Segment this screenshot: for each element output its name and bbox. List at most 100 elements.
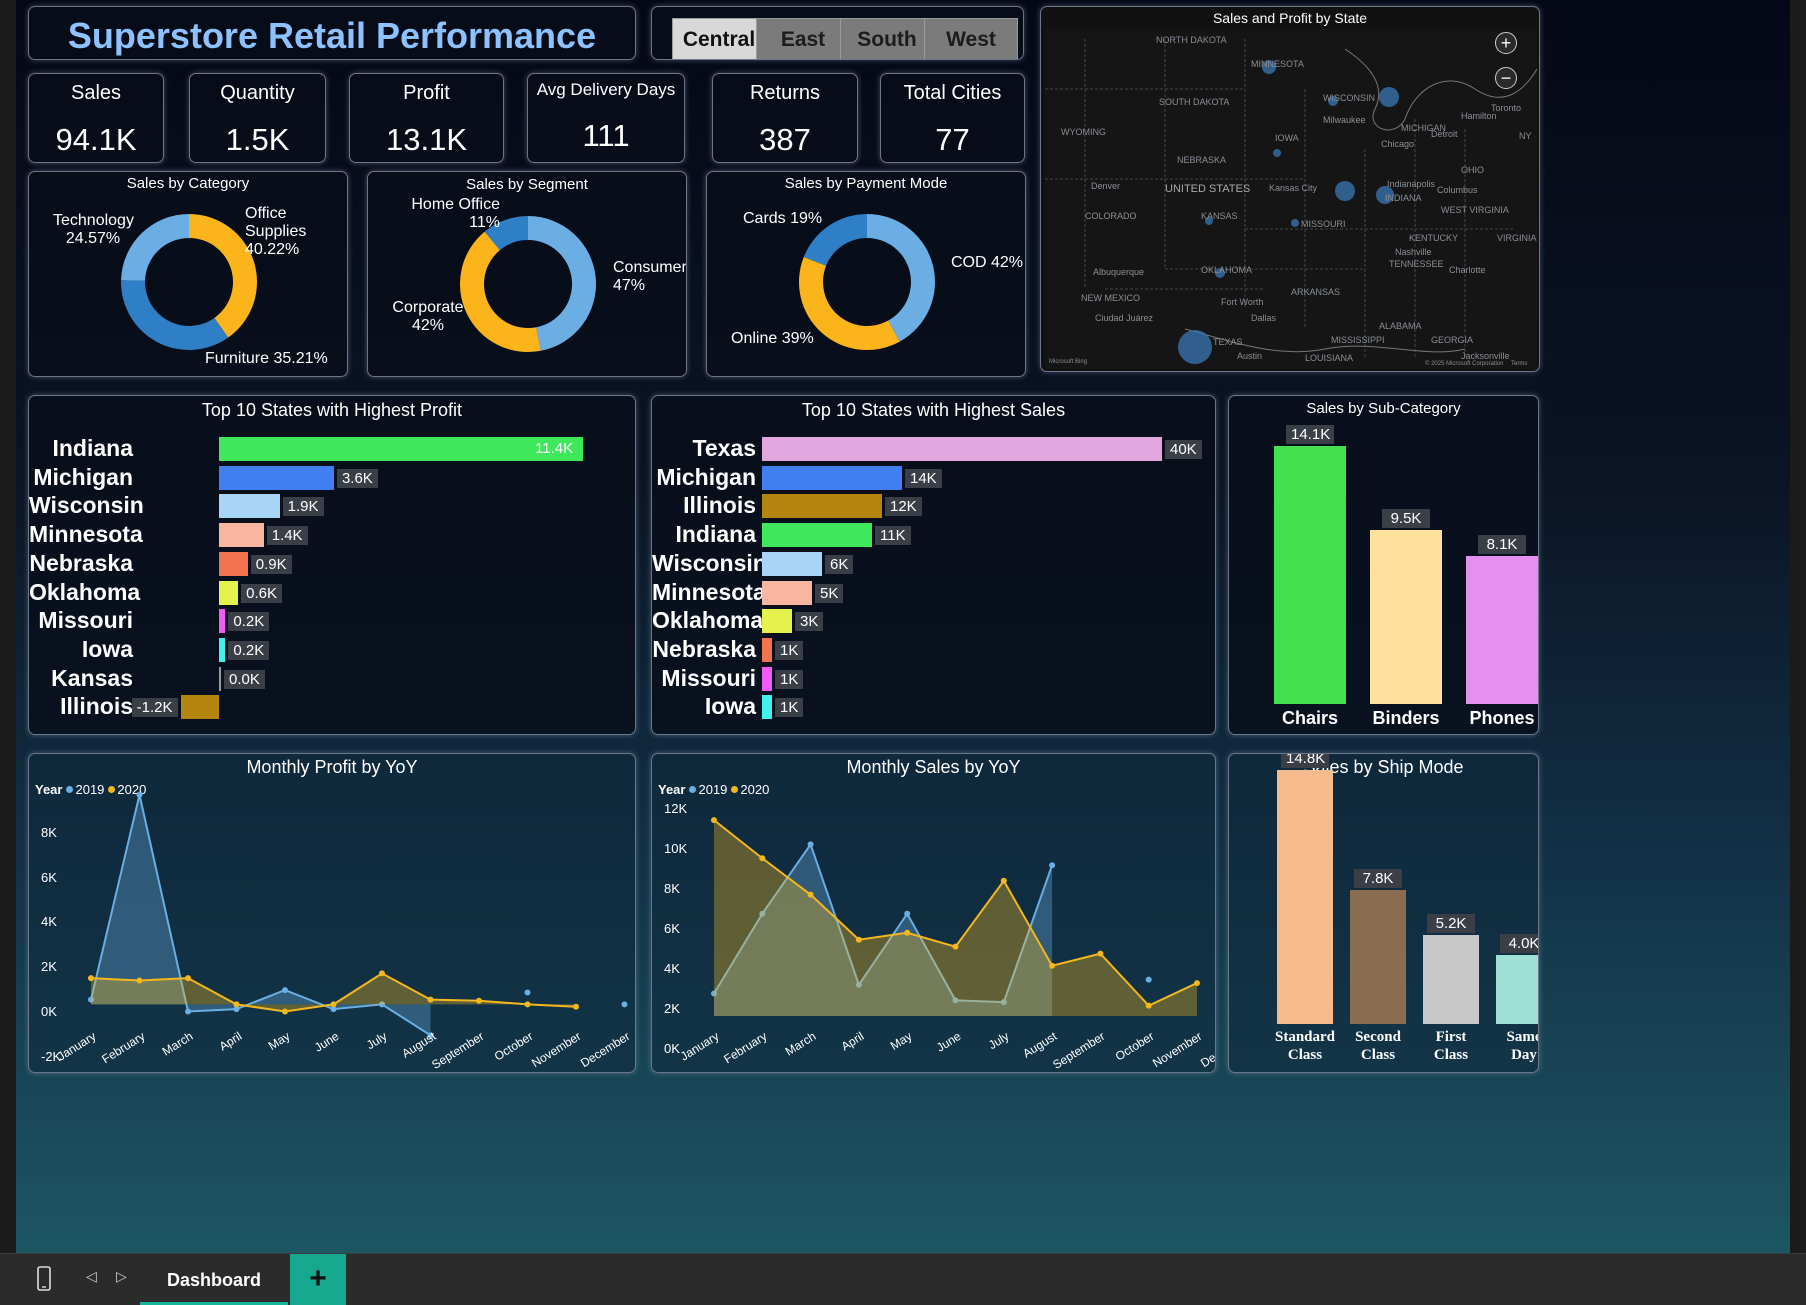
bar-missouri[interactable]: [762, 666, 772, 691]
map-bubble[interactable]: [1328, 96, 1338, 106]
point-2019[interactable]: [1145, 976, 1152, 983]
bar-minnesota[interactable]: [219, 523, 264, 548]
map-terms-link[interactable]: Terms: [1511, 361, 1528, 367]
donut-slice-corporate: [460, 231, 541, 352]
point-2019[interactable]: [807, 841, 814, 848]
map-label: Charlotte: [1449, 265, 1486, 275]
bar-wisconsin[interactable]: [219, 494, 280, 519]
map-bubble[interactable]: [1262, 60, 1276, 74]
point-2019[interactable]: [759, 910, 766, 917]
point-2020[interactable]: [573, 1003, 579, 1010]
point-2020[interactable]: [1097, 950, 1104, 957]
map-bubble[interactable]: [1335, 181, 1355, 201]
point-2020[interactable]: [759, 855, 766, 862]
point-2020[interactable]: [330, 1001, 337, 1008]
bar-iowa[interactable]: [219, 637, 226, 662]
bar-michigan[interactable]: [219, 465, 334, 490]
state-map[interactable]: [1045, 29, 1537, 369]
point-2019[interactable]: [904, 910, 911, 917]
top-sales-card: Top 10 States with Highest Sales Texas 40…: [651, 395, 1216, 735]
state-label-iowa: Iowa: [704, 693, 756, 720]
point-2019[interactable]: [952, 997, 959, 1004]
point-2019[interactable]: [379, 1001, 385, 1008]
bar-iowa[interactable]: [762, 695, 772, 720]
point-2020[interactable]: [1000, 877, 1007, 884]
bar-chairs[interactable]: [1274, 446, 1346, 704]
bar-nebraska[interactable]: [219, 551, 248, 576]
tab-dashboard[interactable]: Dashboard: [140, 1254, 288, 1305]
point-2019[interactable]: [233, 1006, 240, 1013]
point-2020[interactable]: [952, 943, 959, 950]
slicer-east[interactable]: East: [756, 18, 850, 59]
point-2020[interactable]: [476, 997, 482, 1004]
point-2019[interactable]: [711, 990, 717, 997]
point-2020[interactable]: [379, 970, 385, 977]
map-label: OHIO: [1461, 165, 1485, 175]
bar-indiana[interactable]: [762, 523, 872, 548]
prev-page-icon[interactable]: ◁: [86, 1268, 97, 1284]
point-2020[interactable]: [233, 1001, 240, 1008]
point-2020[interactable]: [711, 817, 717, 824]
point-2019[interactable]: [136, 791, 143, 798]
map-bubble[interactable]: [1178, 330, 1212, 364]
bar-nebraska[interactable]: [762, 637, 772, 662]
bar-wisconsin[interactable]: [762, 551, 822, 576]
point-2020[interactable]: [1049, 962, 1056, 969]
bar-first-class[interactable]: [1423, 934, 1479, 1024]
point-2020[interactable]: [427, 996, 434, 1003]
point-2019[interactable]: [282, 987, 288, 994]
slicer-west[interactable]: West: [924, 18, 1018, 59]
bar-illinois[interactable]: [180, 695, 219, 720]
map-bubble[interactable]: [1205, 217, 1213, 225]
point-2019[interactable]: [621, 1001, 628, 1008]
map-zoom-in-button[interactable]: +: [1495, 32, 1517, 54]
bar-binders[interactable]: [1370, 530, 1442, 704]
map-bubble[interactable]: [1291, 219, 1299, 227]
point-2019[interactable]: [855, 981, 862, 988]
point-2019[interactable]: [524, 989, 531, 996]
point-2019[interactable]: [88, 996, 94, 1003]
bar-same-day[interactable]: [1496, 955, 1538, 1024]
map-bubble[interactable]: [1273, 149, 1281, 157]
point-2020[interactable]: [185, 975, 191, 982]
point-2019[interactable]: [427, 1032, 434, 1039]
bar-texas[interactable]: [762, 437, 1162, 461]
point-2020[interactable]: [1194, 980, 1200, 987]
next-page-icon[interactable]: ▷: [116, 1268, 127, 1284]
bar-oklahoma[interactable]: [762, 609, 792, 634]
point-2020[interactable]: [88, 975, 94, 982]
bar-standard-class[interactable]: [1277, 770, 1333, 1024]
legend-2020: 2020: [740, 782, 770, 797]
slicer-south[interactable]: South: [840, 18, 934, 59]
bar-missouri[interactable]: [219, 609, 226, 634]
bar-kansas[interactable]: [219, 666, 221, 691]
point-2020[interactable]: [1145, 1002, 1152, 1009]
point-2020[interactable]: [136, 977, 143, 984]
kpi-value: 1.5K: [225, 122, 290, 157]
map-bubble[interactable]: [1215, 268, 1225, 278]
mobile-layout-icon[interactable]: [36, 1266, 52, 1292]
point-2019[interactable]: [185, 1008, 191, 1015]
data-label-illinois: 12K: [885, 497, 922, 517]
bar-oklahoma[interactable]: [219, 580, 239, 605]
bar-second-class[interactable]: [1350, 890, 1406, 1024]
map-bubble[interactable]: [1379, 87, 1399, 107]
slicer-central[interactable]: Central: [672, 18, 766, 59]
map-zoom-out-button[interactable]: −: [1495, 67, 1517, 89]
point-2019[interactable]: [1049, 862, 1056, 869]
point-2020[interactable]: [524, 1001, 531, 1008]
map-bubble[interactable]: [1376, 186, 1394, 204]
bar-minnesota[interactable]: [762, 580, 812, 605]
point-2019[interactable]: [1000, 999, 1007, 1006]
point-2020[interactable]: [855, 936, 862, 943]
data-label: 4.0K: [1500, 934, 1538, 954]
bar-illinois[interactable]: [762, 494, 882, 519]
point-2020[interactable]: [904, 929, 911, 936]
bar-indiana[interactable]: [219, 437, 583, 461]
point-2020[interactable]: [282, 1008, 288, 1015]
bar-phones[interactable]: [1466, 555, 1538, 704]
bar-michigan[interactable]: [762, 465, 902, 490]
point-2020[interactable]: [807, 891, 814, 898]
point-2019[interactable]: [330, 1006, 337, 1013]
add-page-button[interactable]: +: [290, 1254, 346, 1305]
